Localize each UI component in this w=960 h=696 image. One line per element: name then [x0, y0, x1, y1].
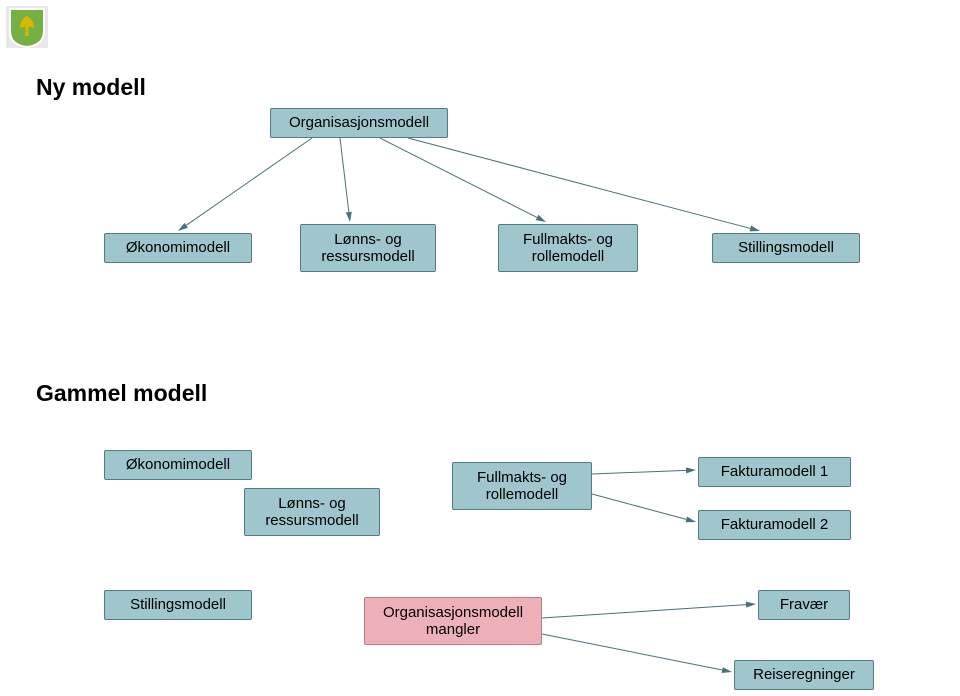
node-okonomimodell-bottom: Økonomimodell [104, 450, 252, 480]
node-stillingsmodell-top: Stillingsmodell [712, 233, 860, 263]
node-fullmakts-rollemodell-top: Fullmakts- ogrollemodell [498, 224, 638, 272]
heading-ny-modell: Ny modell [36, 74, 146, 101]
node-fravar: Fravær [758, 590, 850, 620]
node-reiseregninger: Reiseregninger [734, 660, 874, 690]
node-organisasjonsmodell-mangler: Organisasjonsmodellmangler [364, 597, 542, 645]
node-fullmakts-rollemodell-bottom: Fullmakts- ogrollemodell [452, 462, 592, 510]
node-fakturamodell-2: Fakturamodell 2 [698, 510, 851, 540]
diagram-canvas: Ny modell Gammel modell Organisasjonsmod… [0, 0, 960, 696]
node-lonns-ressursmodell-bottom: Lønns- ogressursmodell [244, 488, 380, 536]
node-stillingsmodell-bottom: Stillingsmodell [104, 590, 252, 620]
heading-gammel-modell: Gammel modell [36, 380, 207, 407]
node-lonns-ressursmodell-top: Lønns- ogressursmodell [300, 224, 436, 272]
node-organisasjonsmodell-top: Organisasjonsmodell [270, 108, 448, 138]
node-okonomimodell-top: Økonomimodell [104, 233, 252, 263]
shield-logo-icon [6, 6, 48, 48]
node-fakturamodell-1: Fakturamodell 1 [698, 457, 851, 487]
